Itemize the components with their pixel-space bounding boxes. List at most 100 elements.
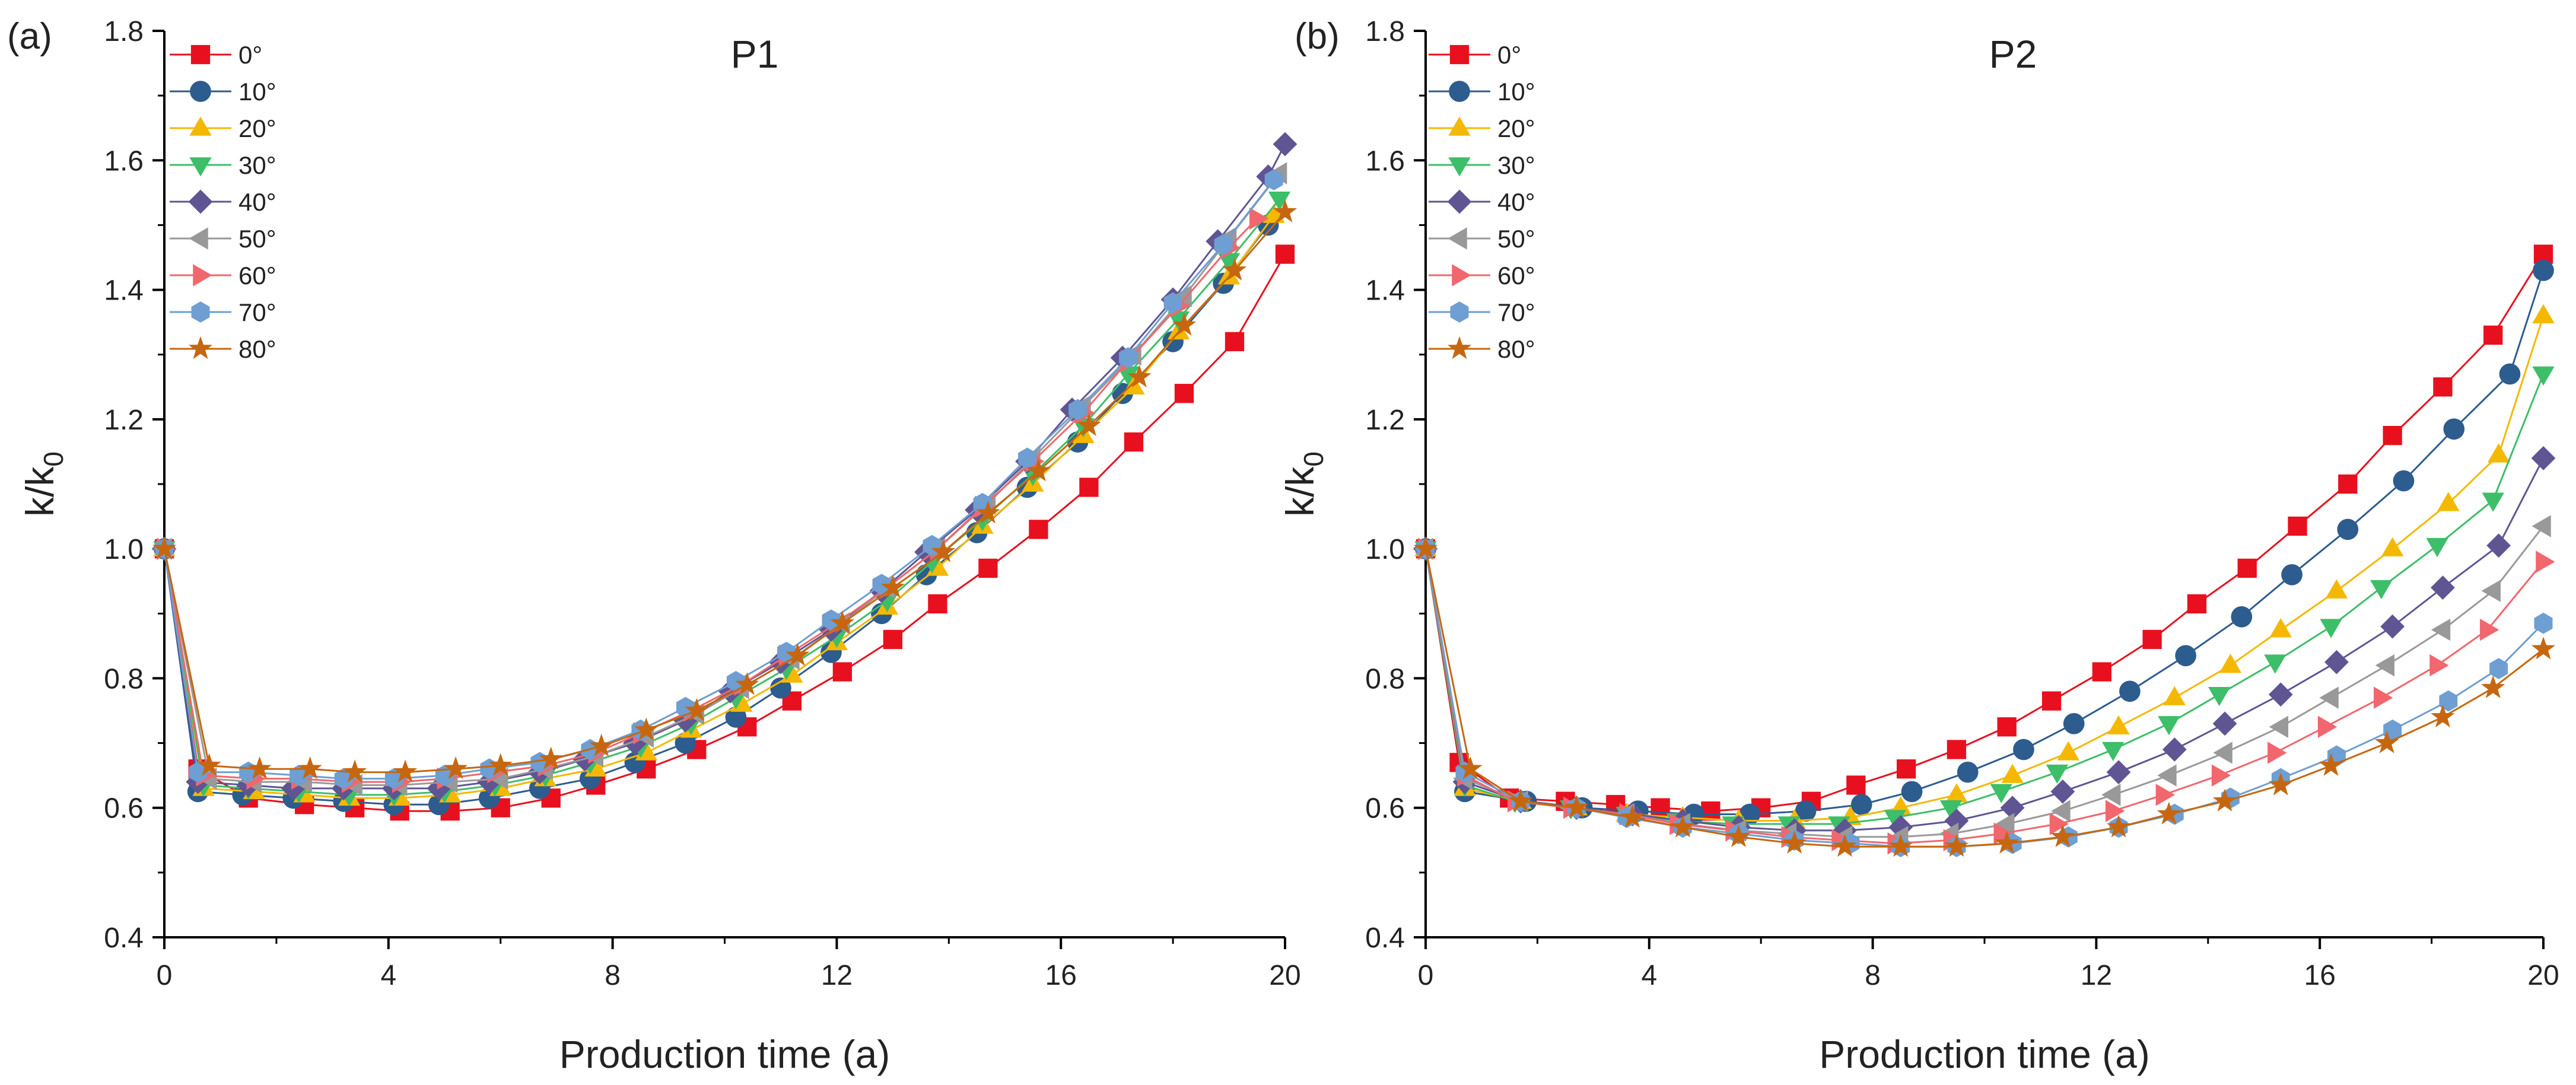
y-tick-label: 1.8 <box>104 16 144 47</box>
y-tick-label: 1.4 <box>104 275 144 307</box>
y-tick-label: 0.8 <box>104 663 144 695</box>
data-point <box>247 756 272 779</box>
data-point <box>1795 800 1817 822</box>
data-point <box>2324 650 2349 674</box>
data-point <box>2375 654 2394 677</box>
data-point <box>1564 795 1589 818</box>
legend-label: 70° <box>1497 298 1535 326</box>
data-point <box>1217 253 1241 273</box>
y-tick-label: 1.2 <box>104 405 144 436</box>
data-point <box>152 536 177 559</box>
data-point <box>1993 822 2013 845</box>
data-point <box>2483 325 2503 345</box>
data-point <box>2534 612 2553 634</box>
data-point <box>1846 775 1866 795</box>
data-point <box>2531 637 2556 660</box>
legend-marker <box>190 44 211 65</box>
data-point <box>443 756 468 779</box>
series-8 <box>1413 536 2556 857</box>
panel-label: (a) <box>7 16 52 57</box>
legend-label: 50° <box>238 225 276 253</box>
data-point <box>2106 814 2131 838</box>
data-point <box>2212 711 2237 736</box>
data-point <box>2375 730 2399 753</box>
legend-label: 60° <box>1497 262 1535 289</box>
data-point <box>880 575 905 598</box>
legend-marker <box>193 264 212 287</box>
data-point <box>488 753 513 776</box>
legend-item: 80° <box>1429 335 1535 363</box>
data-point <box>785 643 810 666</box>
legend-label: 0° <box>1497 41 1521 69</box>
series-line <box>1424 253 2545 812</box>
legend-item: 30° <box>1429 151 1535 179</box>
legend-item: 60° <box>1429 262 1535 289</box>
data-point <box>2101 742 2125 762</box>
panel-b: (b) P2 0 4 8 12 16 20 0.4 0.6 0.8 1.0 1.2 1.4 1.6 1.8… <box>1278 16 2559 1076</box>
data-point <box>2281 564 2303 586</box>
data-point <box>1172 313 1197 336</box>
data-point <box>2050 779 2075 804</box>
x-tick-label: 8 <box>1865 960 1881 991</box>
data-point <box>976 500 1000 524</box>
data-point <box>2337 518 2359 540</box>
data-point <box>928 594 947 614</box>
legend-item: 80° <box>170 335 276 363</box>
legend-item: 30° <box>170 151 276 179</box>
data-point <box>1214 234 1233 255</box>
series-line <box>1424 457 2545 832</box>
data-point <box>1701 801 1720 821</box>
data-point <box>2175 645 2196 667</box>
data-point <box>1995 831 2019 854</box>
data-point <box>2380 614 2405 639</box>
x-tick-label: 20 <box>1269 960 1300 991</box>
data-point <box>1117 366 1140 386</box>
data-point <box>2213 742 2232 764</box>
data-point <box>1273 199 1297 222</box>
series-4 <box>1413 446 2556 843</box>
legend-label: 80° <box>238 335 276 363</box>
data-point <box>393 759 418 782</box>
data-point <box>2489 658 2508 679</box>
legend-marker <box>1447 189 1472 214</box>
data-point <box>2536 551 2555 573</box>
data-point <box>2157 764 2177 787</box>
data-point <box>2211 764 2231 787</box>
data-point <box>883 629 902 650</box>
data-point <box>2187 594 2207 614</box>
data-point <box>2267 742 2287 764</box>
legend-item: 0° <box>1429 41 1521 69</box>
y-axis-label-main: k/k <box>1278 466 1322 517</box>
y-tick-label: 0.6 <box>104 793 144 825</box>
series-line <box>163 218 1258 783</box>
data-point <box>1944 834 1969 857</box>
data-point <box>1077 413 1101 436</box>
legend-label: 10° <box>238 78 276 106</box>
data-point <box>2264 654 2286 674</box>
y-axis-label-main: k/k <box>18 466 62 517</box>
series-4 <box>152 132 1297 801</box>
data-point <box>1888 815 1913 839</box>
data-point <box>1888 834 1913 857</box>
data-point <box>2063 712 2085 734</box>
legend-label: 40° <box>238 188 276 216</box>
x-tick-label: 0 <box>157 960 173 991</box>
data-point <box>1413 536 1438 559</box>
data-point <box>2374 686 2393 709</box>
data-point <box>1782 831 1807 854</box>
legend-label: 80° <box>1497 335 1535 363</box>
data-point <box>1225 332 1245 352</box>
data-point <box>2051 800 2071 822</box>
legend-label: 50° <box>1497 225 1535 253</box>
x-tick-label: 16 <box>1045 960 1077 991</box>
legend-marker <box>1449 81 1470 102</box>
data-point <box>675 732 697 754</box>
data-point <box>2212 788 2237 812</box>
legend-label: 10° <box>1497 78 1535 106</box>
y-tick-label: 0.4 <box>1365 922 1405 954</box>
data-point <box>2499 363 2521 385</box>
legend-marker <box>191 301 210 323</box>
data-point <box>685 698 709 721</box>
data-point <box>735 672 759 695</box>
